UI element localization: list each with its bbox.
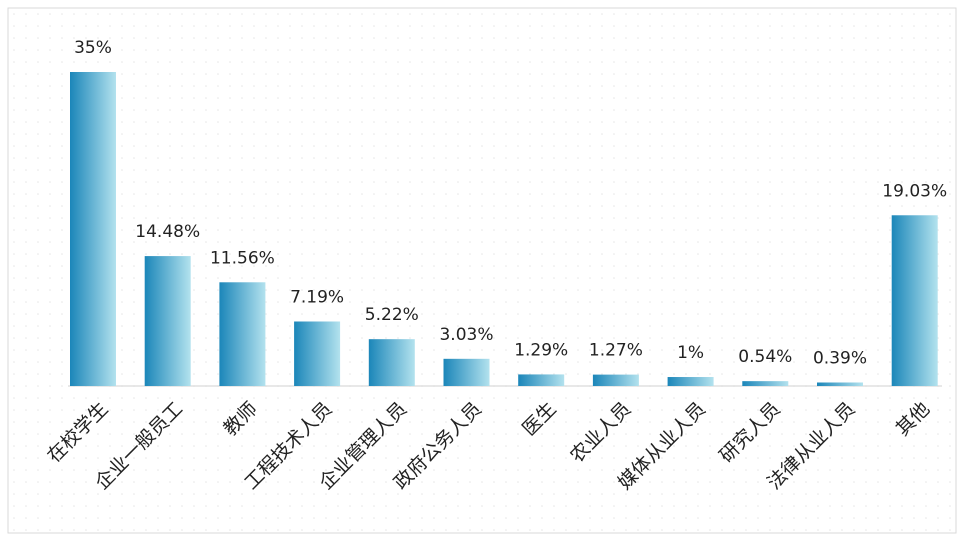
bar	[592, 374, 639, 386]
value-label: 7.19%	[290, 287, 344, 307]
value-label: 11.56%	[210, 248, 275, 268]
bar	[70, 72, 116, 386]
value-label: 0.39%	[813, 349, 867, 369]
bar	[667, 377, 714, 386]
bar	[518, 374, 565, 386]
value-label: 5.22%	[365, 305, 419, 325]
value-label: 19.03%	[882, 181, 947, 201]
value-label: 0.54%	[738, 347, 792, 367]
value-label: 1.29%	[514, 340, 568, 360]
value-label: 35%	[74, 38, 112, 58]
bar	[294, 321, 341, 386]
value-label: 3.03%	[439, 325, 493, 345]
bar	[368, 339, 415, 386]
value-label: 14.48%	[135, 222, 200, 242]
bar	[144, 256, 191, 386]
bar	[443, 358, 490, 386]
value-label: 1%	[677, 343, 704, 363]
bar	[219, 282, 266, 386]
value-label: 1.27%	[589, 341, 643, 361]
bar	[891, 215, 938, 386]
bar	[742, 381, 789, 386]
bar	[817, 382, 863, 386]
